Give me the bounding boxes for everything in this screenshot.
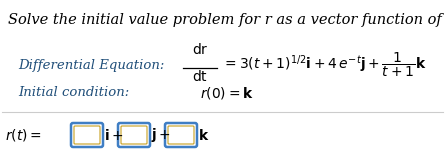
FancyBboxPatch shape xyxy=(121,126,147,144)
FancyBboxPatch shape xyxy=(118,123,150,147)
FancyBboxPatch shape xyxy=(71,123,103,147)
Text: Initial condition:: Initial condition: xyxy=(18,86,129,99)
Text: $r(0) = \mathbf{k}$: $r(0) = \mathbf{k}$ xyxy=(200,85,254,101)
Text: Differential Equation:: Differential Equation: xyxy=(18,59,164,71)
Text: $r(t) = $: $r(t) = $ xyxy=(5,127,42,143)
Text: $\mathbf{k}$: $\mathbf{k}$ xyxy=(198,128,210,143)
FancyBboxPatch shape xyxy=(165,123,197,147)
Text: $\mathrm{dr}$: $\mathrm{dr}$ xyxy=(192,42,208,57)
Text: $= 3(t+1)^{1/2}\mathbf{i} + 4\,e^{-t}\mathbf{j} + \dfrac{1}{t+1}\mathbf{k}$: $= 3(t+1)^{1/2}\mathbf{i} + 4\,e^{-t}\ma… xyxy=(222,51,426,79)
Text: $\mathbf{i}+$: $\mathbf{i}+$ xyxy=(104,128,124,143)
Text: Solve the initial value problem for r as a vector function of t.: Solve the initial value problem for r as… xyxy=(8,13,445,27)
FancyBboxPatch shape xyxy=(168,126,194,144)
Text: $\mathbf{j}+$: $\mathbf{j}+$ xyxy=(151,126,171,144)
FancyBboxPatch shape xyxy=(74,126,100,144)
Text: $\mathrm{dt}$: $\mathrm{dt}$ xyxy=(192,69,208,84)
